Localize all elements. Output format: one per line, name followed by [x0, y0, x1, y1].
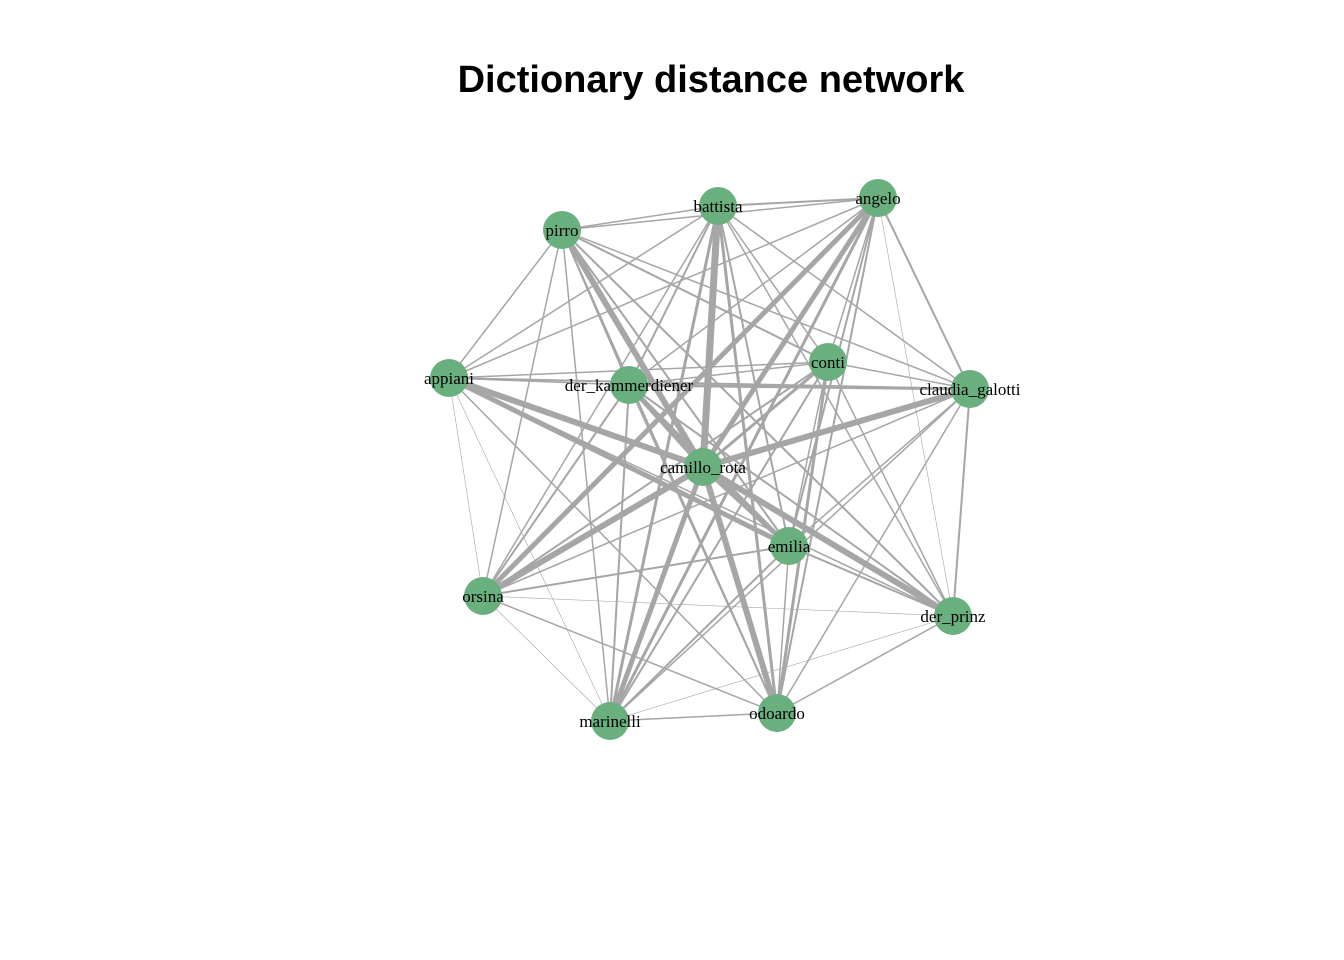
edge-pirro-conti: [561, 229, 829, 363]
node-der_kammerdiener: [610, 366, 648, 404]
edge-battista-der_prinz: [717, 205, 954, 617]
edge-layer: [447, 196, 971, 722]
edge-battista-orsina: [482, 205, 719, 597]
edge-orsina-der_prinz: [482, 595, 954, 617]
edge-angelo-der_kammerdiener: [628, 197, 879, 386]
edge-angelo-der_prinz: [877, 197, 954, 617]
edge-pirro-emilia: [561, 229, 790, 547]
edge-conti-der_kammerdiener: [628, 361, 829, 386]
edge-pirro-appiani: [448, 229, 563, 379]
edge-angelo-conti: [827, 197, 879, 363]
edge-claudia_galotti-orsina: [482, 388, 971, 597]
node-angelo: [859, 179, 897, 217]
edge-der_kammerdiener-odoardo: [628, 384, 778, 714]
edge-marinelli-odoardo: [609, 712, 778, 722]
edge-angelo-appiani: [448, 197, 879, 379]
edge-battista-claudia_galotti: [717, 205, 971, 390]
edge-der_prinz-odoardo: [776, 615, 954, 714]
edge-appiani-der_prinz: [448, 377, 954, 617]
edge-angelo-battista: [717, 197, 879, 207]
edge-angelo-orsina: [481, 196, 880, 598]
edge-pirro-marinelli: [561, 229, 611, 722]
node-label-der_kammerdiener: der_kammerdiener: [565, 376, 694, 395]
edge-camillo_rota-der_prinz: [701, 464, 955, 619]
node-pirro: [543, 211, 581, 249]
edge-angelo-odoardo: [776, 197, 879, 714]
node-label-battista: battista: [693, 197, 743, 216]
node-label-conti: conti: [811, 353, 845, 372]
edge-appiani-orsina: [448, 377, 484, 597]
edge-emilia-orsina: [482, 545, 790, 597]
edge-camillo_rota-orsina: [481, 464, 705, 599]
node-layer: [430, 179, 989, 740]
node-label-der_prinz: der_prinz: [920, 607, 986, 626]
edge-angelo-marinelli: [608, 197, 880, 722]
edge-conti-emilia: [788, 361, 829, 547]
edge-battista-der_kammerdiener: [628, 205, 719, 386]
edge-der_kammerdiener-claudia_galotti: [628, 383, 971, 391]
node-label-claudia_galotti: claudia_galotti: [919, 380, 1020, 399]
node-label-appiani: appiani: [424, 369, 474, 388]
node-label-odoardo: odoardo: [749, 704, 805, 723]
node-emilia: [770, 527, 808, 565]
edge-appiani-marinelli: [448, 377, 611, 722]
edge-emilia-der_prinz: [788, 545, 954, 617]
edge-claudia_galotti-der_prinz: [952, 388, 971, 617]
edge-orsina-marinelli: [482, 595, 611, 722]
edge-claudia_galotti-emilia: [788, 388, 971, 547]
edge-emilia-marinelli: [609, 545, 790, 722]
node-label-orsina: orsina: [462, 587, 504, 606]
edge-orsina-odoardo: [482, 595, 778, 714]
edge-claudia_galotti-odoardo: [776, 388, 971, 714]
edge-der_kammerdiener-der_prinz: [628, 384, 954, 617]
edge-battista-appiani: [448, 205, 719, 379]
node-conti: [809, 343, 847, 381]
edge-pirro-der_prinz: [561, 229, 954, 617]
edge-emilia-odoardo: [776, 545, 790, 714]
node-marinelli: [591, 702, 629, 740]
node-battista: [699, 187, 737, 225]
edge-conti-der_prinz: [827, 361, 954, 617]
node-label-pirro: pirro: [545, 221, 578, 240]
edge-battista-odoardo: [716, 205, 779, 714]
edge-appiani-emilia: [447, 375, 791, 549]
edge-camillo_rota-battista: [699, 205, 722, 468]
edge-der_kammerdiener-marinelli: [609, 384, 630, 722]
node-appiani: [430, 359, 468, 397]
edge-conti-claudia_galotti: [827, 361, 971, 390]
node-label-marinelli: marinelli: [579, 712, 641, 731]
edge-battista-conti: [717, 205, 829, 363]
edge-battista-emilia: [717, 205, 790, 547]
node-orsina: [464, 577, 502, 615]
edge-battista-pirro: [561, 205, 719, 231]
node-label-emilia: emilia: [768, 537, 811, 556]
node-label-camillo_rota: camillo_rota: [660, 458, 746, 477]
chart-title: Dictionary distance network: [458, 59, 966, 101]
edge-pirro-claudia_galotti: [561, 229, 971, 390]
edge-appiani-odoardo: [448, 377, 778, 714]
edge-der_kammerdiener-orsina: [482, 384, 630, 597]
node-claudia_galotti: [951, 370, 989, 408]
node-label-angelo: angelo: [855, 189, 900, 208]
node-camillo_rota: [684, 448, 722, 486]
edge-der_prinz-marinelli: [609, 615, 954, 722]
label-layer: battista angelo pirro conti appiani der_kamme…: [424, 189, 1021, 731]
node-der_prinz: [934, 597, 972, 635]
edge-angelo-claudia_galotti: [877, 197, 971, 390]
node-odoardo: [758, 694, 796, 732]
